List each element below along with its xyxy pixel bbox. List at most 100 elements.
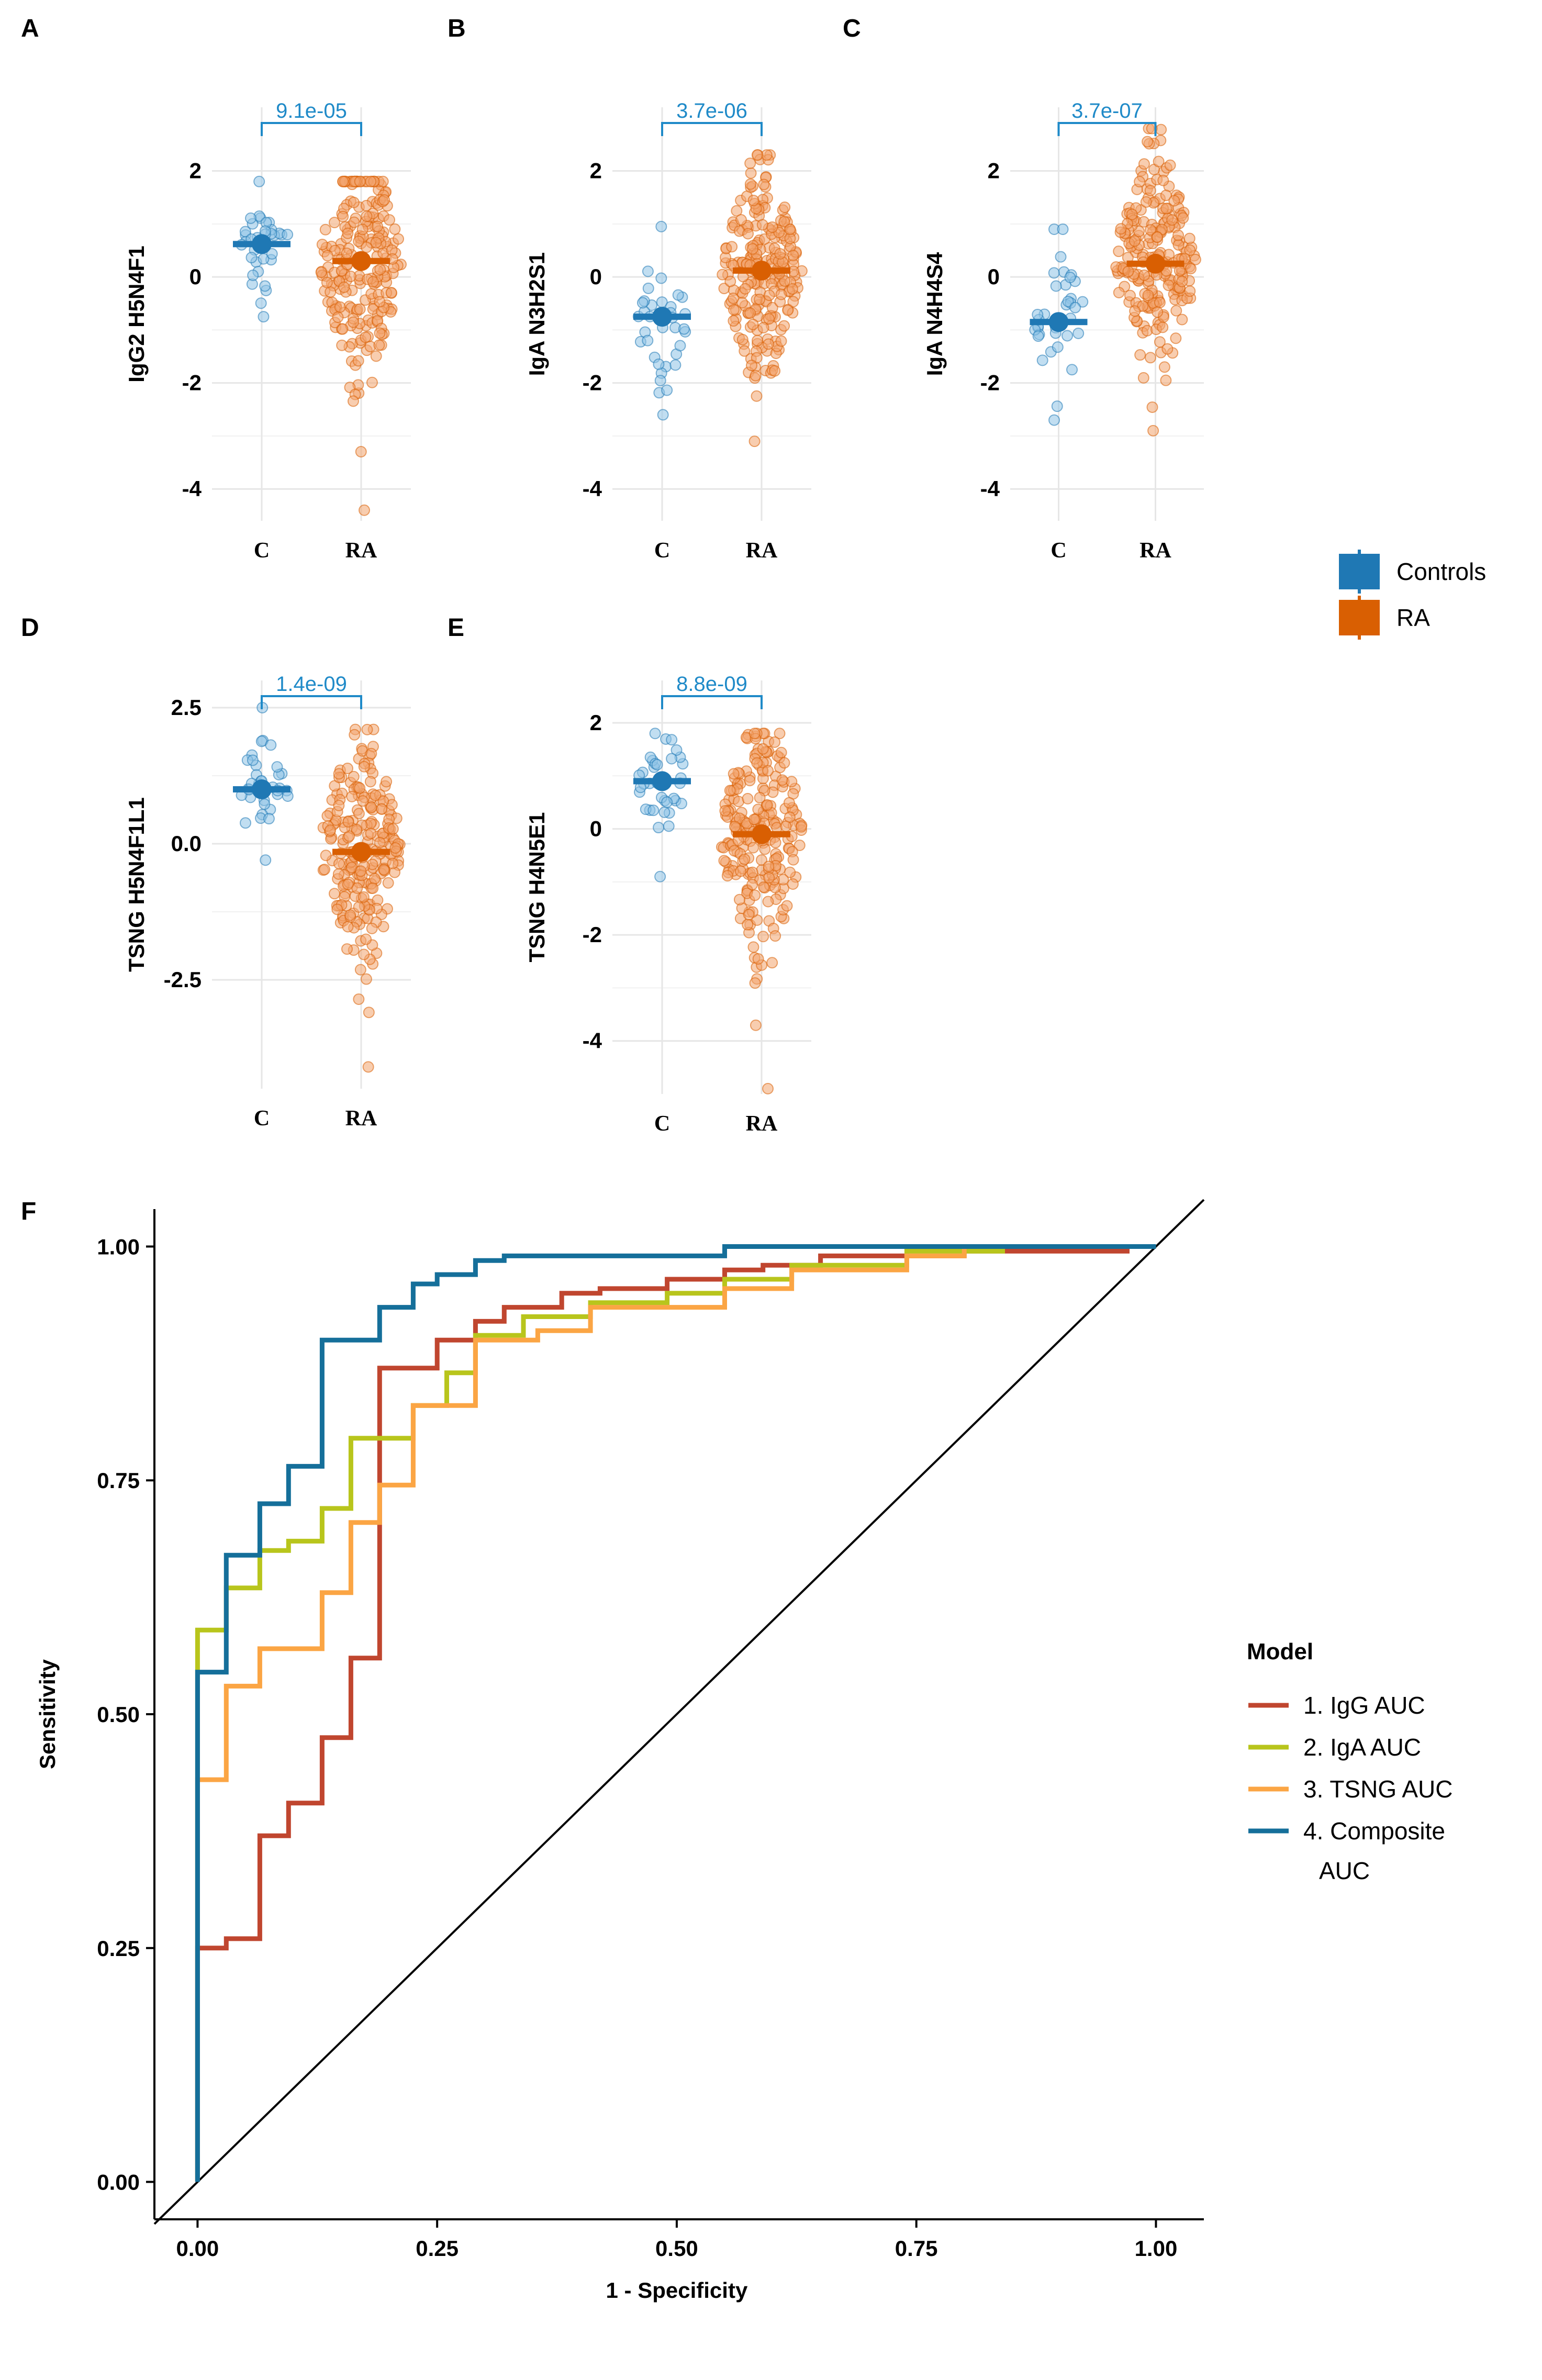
data-point	[761, 799, 773, 811]
data-point	[1161, 343, 1174, 355]
data-point	[342, 816, 354, 828]
data-point	[356, 224, 368, 236]
data-point	[787, 296, 799, 308]
x-category-label: RA	[746, 539, 778, 563]
data-point	[332, 868, 344, 880]
data-point	[1129, 305, 1141, 317]
data-point	[1138, 158, 1150, 170]
data-point	[751, 757, 763, 769]
panel-label: F	[21, 1198, 36, 1225]
data-point	[743, 909, 755, 921]
data-point	[358, 948, 370, 960]
data-point	[341, 247, 353, 259]
data-point	[658, 806, 671, 818]
data-point	[374, 263, 386, 275]
data-point	[282, 229, 294, 241]
data-point	[745, 167, 757, 179]
data-point	[636, 297, 649, 309]
data-point	[729, 821, 741, 833]
x-category-label: C	[254, 1107, 270, 1131]
data-point	[321, 276, 333, 288]
data-point	[776, 774, 788, 786]
data-point	[1048, 267, 1060, 279]
data-point	[354, 782, 366, 794]
data-point	[348, 216, 360, 228]
roc-panel: F 0.00 0.25 0.50 0.75 1.00 0.00 0.25 0.50 0.75 1.0…	[21, 1198, 1205, 2303]
data-point	[766, 957, 778, 969]
data-point	[370, 789, 382, 801]
y-tick-label: 2	[988, 159, 1000, 183]
legend-label: 1. IgG AUC	[1303, 1692, 1425, 1719]
data-point	[655, 272, 667, 284]
legend-label: 2. IgA AUC	[1303, 1734, 1421, 1761]
data-point	[782, 304, 794, 316]
data-point	[769, 930, 781, 942]
data-point	[333, 768, 345, 780]
data-point	[642, 265, 654, 277]
x-tick-label: 0.75	[895, 2236, 938, 2261]
data-point	[345, 271, 357, 283]
legend-label-ra: RA	[1396, 604, 1430, 631]
data-point	[341, 943, 353, 955]
data-point	[1122, 265, 1134, 277]
data-point	[245, 212, 257, 224]
panel-label: E	[448, 614, 464, 642]
data-point	[364, 776, 376, 788]
data-point	[724, 275, 736, 287]
data-point	[1055, 251, 1067, 263]
data-point	[1154, 296, 1166, 308]
data-point	[721, 870, 733, 882]
data-point	[748, 813, 760, 825]
data-point	[342, 227, 354, 239]
y-tick-label: -4	[583, 476, 602, 501]
data-point	[1170, 332, 1182, 344]
data-point	[778, 216, 790, 228]
data-point	[332, 311, 344, 323]
data-point	[325, 824, 337, 836]
data-point	[376, 803, 388, 815]
data-point	[1061, 330, 1074, 342]
median-point	[252, 779, 272, 799]
panel-label: A	[21, 15, 39, 42]
y-tick-label: 2	[590, 159, 602, 183]
data-point	[742, 792, 754, 804]
y-tick-label: 0.0	[171, 831, 202, 856]
data-point	[728, 315, 740, 327]
y-axis-label: TSNG H5N4F1L1	[124, 797, 149, 972]
data-point	[717, 269, 729, 281]
data-point	[746, 866, 758, 878]
data-point	[1146, 401, 1158, 413]
data-point	[786, 776, 798, 788]
data-point	[342, 763, 354, 775]
data-point	[372, 220, 384, 232]
significance-bracket	[661, 695, 763, 709]
panel-label: D	[21, 614, 39, 642]
data-point	[336, 339, 348, 351]
data-point	[358, 761, 370, 773]
panel-label: B	[448, 15, 466, 42]
data-point	[328, 217, 340, 229]
y-tick-label: -2	[583, 371, 602, 395]
data-point	[239, 817, 251, 829]
data-point	[320, 850, 332, 862]
y-tick-label: -2.5	[164, 967, 202, 992]
data-point	[344, 909, 356, 921]
y-tick-label: 0.00	[97, 2170, 140, 2195]
data-point	[239, 226, 251, 238]
data-point	[361, 210, 373, 222]
data-point	[745, 360, 757, 372]
data-point	[247, 754, 259, 766]
y-axis-label: IgA N4H4S4	[922, 252, 947, 376]
median-point	[252, 234, 272, 254]
data-point	[348, 196, 360, 208]
data-point	[352, 355, 364, 367]
data-point	[787, 250, 799, 262]
y-tick-label: 0.50	[97, 1702, 140, 1727]
data-point	[787, 854, 799, 866]
legend-label: 3. TSNG AUC	[1303, 1775, 1452, 1803]
median-point	[1048, 312, 1069, 332]
data-point	[655, 220, 667, 232]
data-point	[260, 854, 272, 866]
x-category-label: RA	[746, 1112, 778, 1136]
data-point	[794, 839, 806, 851]
